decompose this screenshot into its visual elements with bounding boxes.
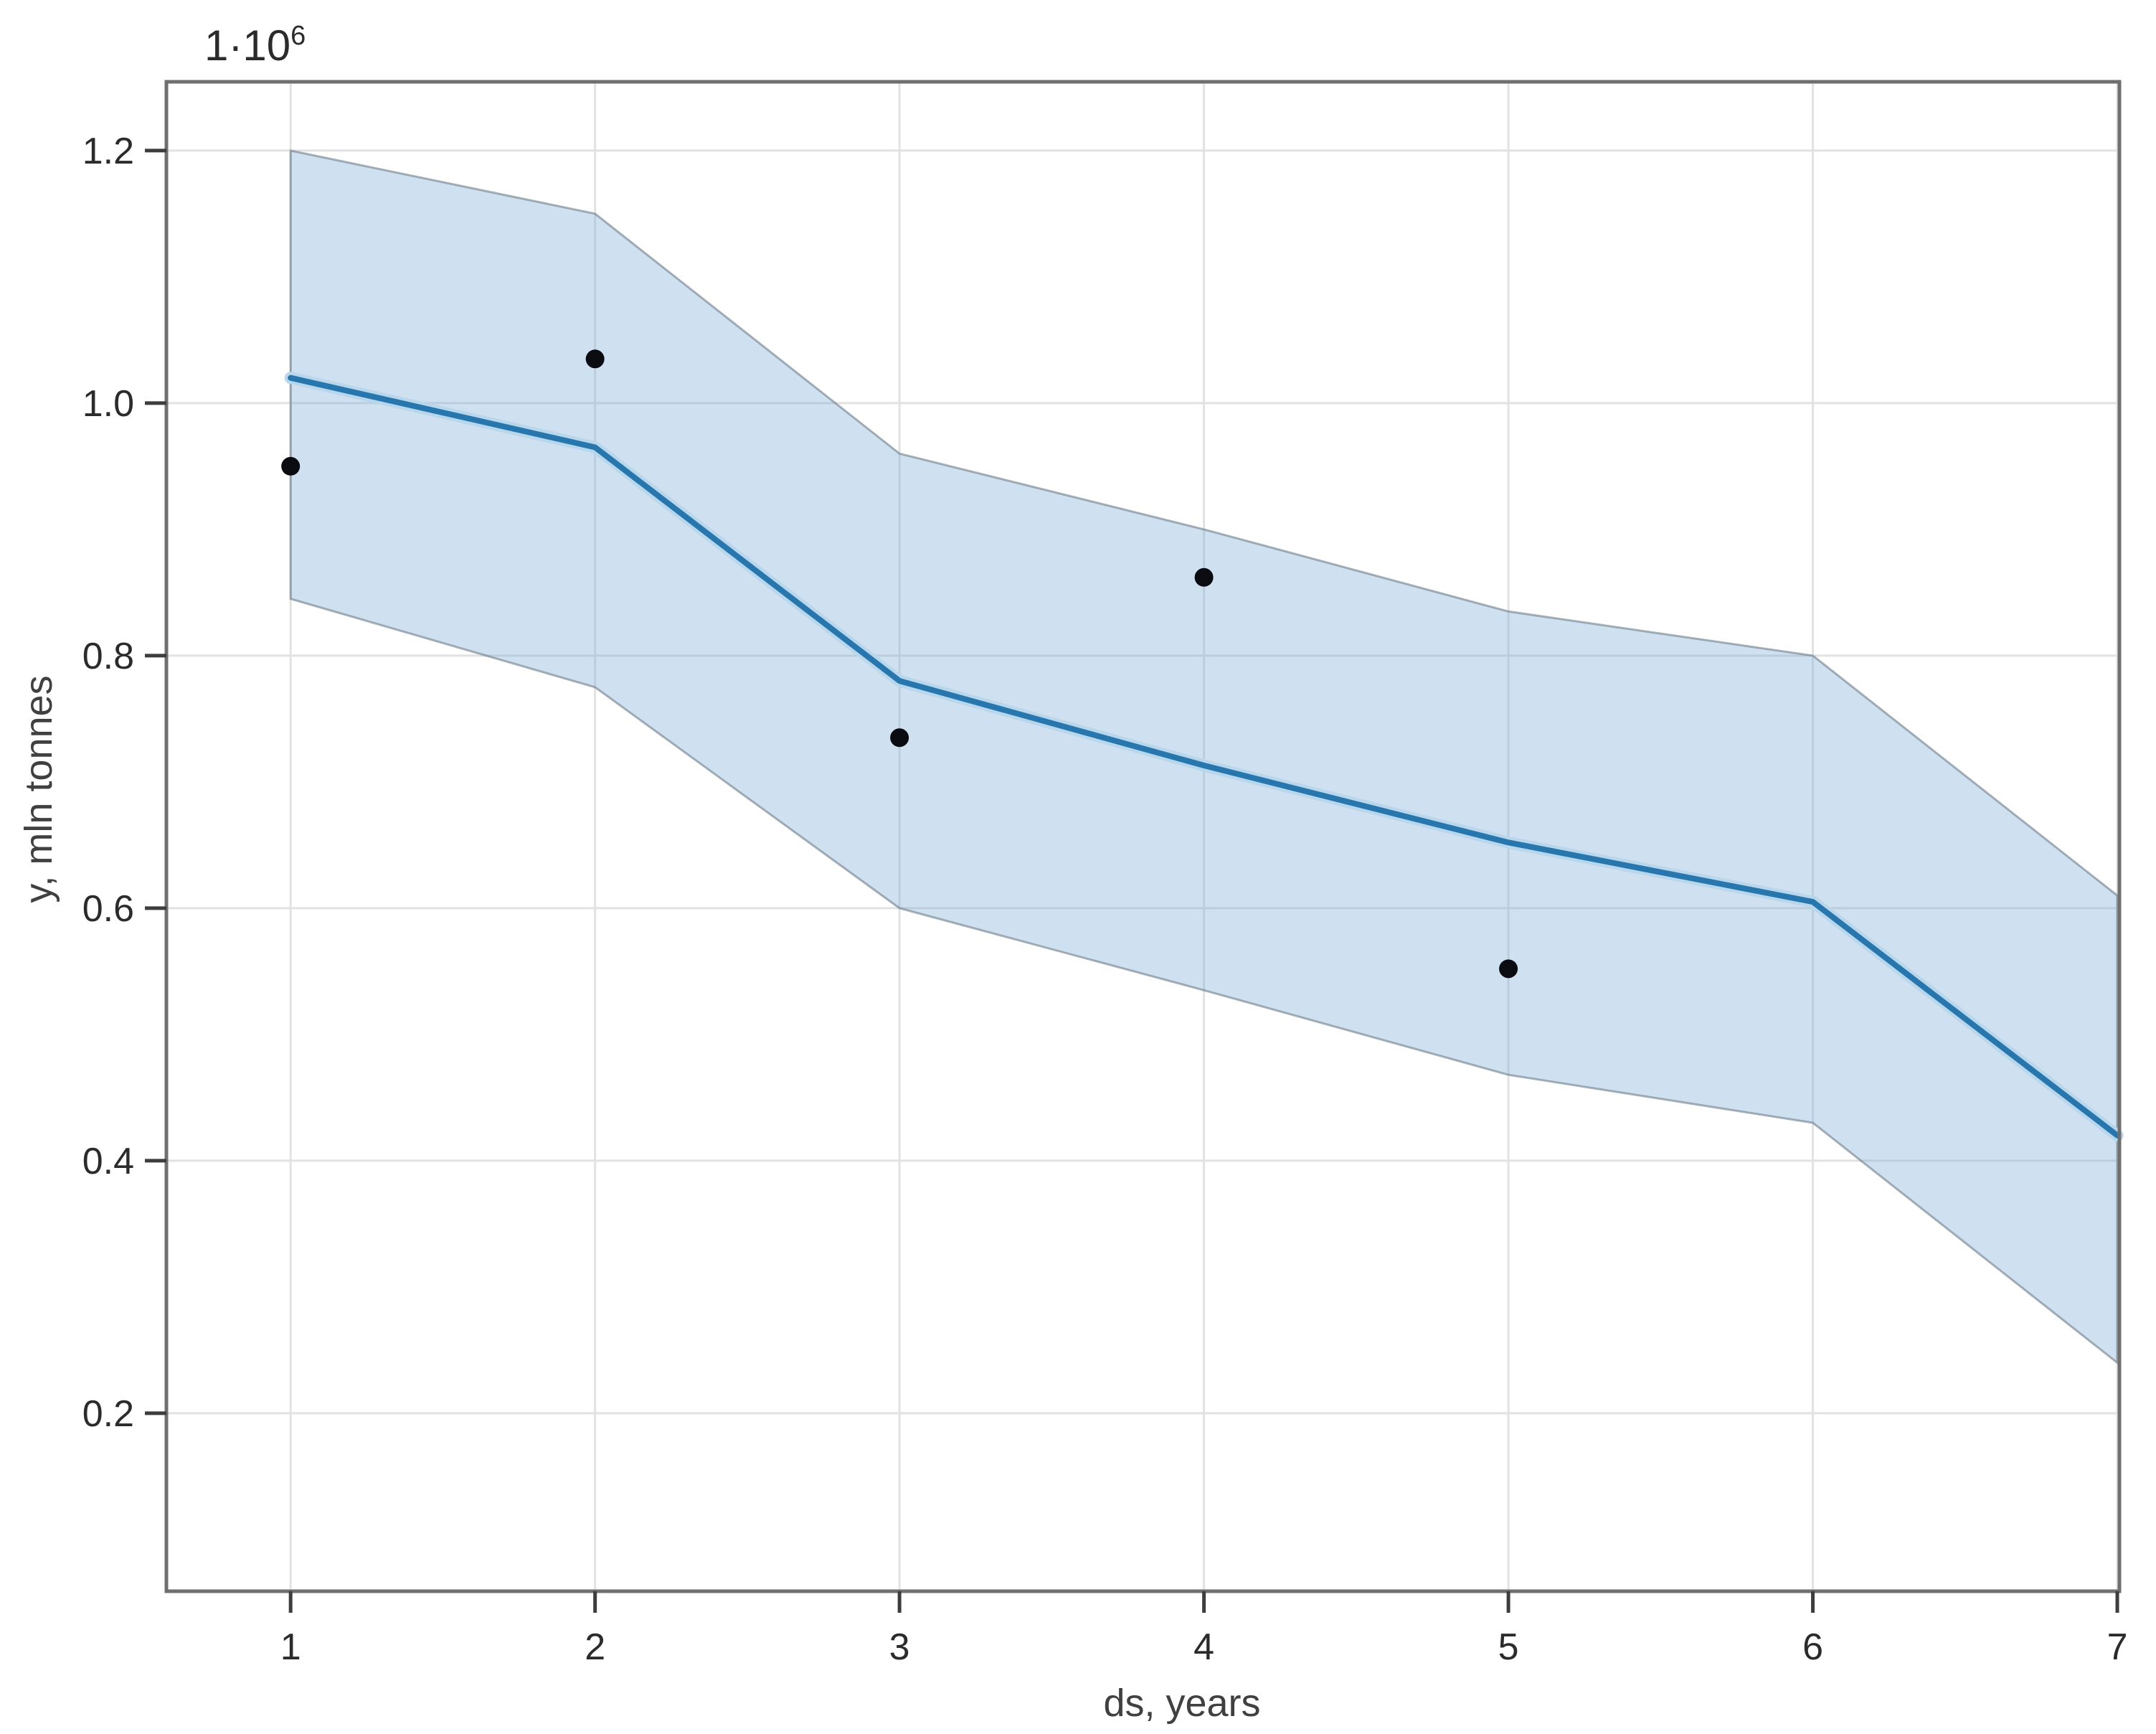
tick-marks xyxy=(145,149,2119,1613)
x-tick-label: 1 xyxy=(280,1626,301,1668)
y-tick-label: 0.4 xyxy=(82,1141,134,1182)
x-tick-label: 4 xyxy=(1193,1626,1214,1668)
data-point xyxy=(1499,959,1518,979)
y-scale-factor-label: 1·106 xyxy=(204,21,306,70)
x-axis-label: ds, years xyxy=(1103,1682,1260,1725)
y-tick-label: 0.8 xyxy=(82,636,134,677)
data-point xyxy=(1194,567,1214,587)
x-tick-label: 7 xyxy=(2107,1626,2128,1668)
fit-line-path xyxy=(288,374,2121,1139)
x-tick-label: 5 xyxy=(1498,1626,1519,1668)
y-tick-label: 1.2 xyxy=(82,131,134,172)
y-tick-label: 1.0 xyxy=(82,383,134,425)
data-point xyxy=(585,349,605,369)
y-axis-label: y, mln tonnes xyxy=(17,675,60,903)
confidence-band xyxy=(289,149,2119,1365)
y-tick-label: 0.6 xyxy=(82,888,134,930)
plot-frame xyxy=(164,80,2122,1593)
data-point xyxy=(281,456,301,476)
fit-line xyxy=(284,372,2124,1142)
y-tick-labels: 0.2 0.4 0.6 0.8 1.0 1.2 xyxy=(82,131,134,1435)
scatter-points xyxy=(281,349,1518,979)
y-scale-factor-exponent: 6 xyxy=(290,21,306,51)
y-scale-factor-base: 1·10 xyxy=(204,22,290,70)
confidence-band-area xyxy=(289,149,2119,1365)
x-tick-label: 6 xyxy=(1802,1626,1823,1668)
x-tick-label: 3 xyxy=(889,1626,910,1668)
y-tick-label: 0.2 xyxy=(82,1393,134,1435)
axes-frame xyxy=(164,80,2122,1593)
data-point xyxy=(890,728,909,748)
x-tick-labels: 1 2 3 4 5 6 7 xyxy=(280,1626,2128,1668)
x-tick-label: 2 xyxy=(585,1626,605,1668)
